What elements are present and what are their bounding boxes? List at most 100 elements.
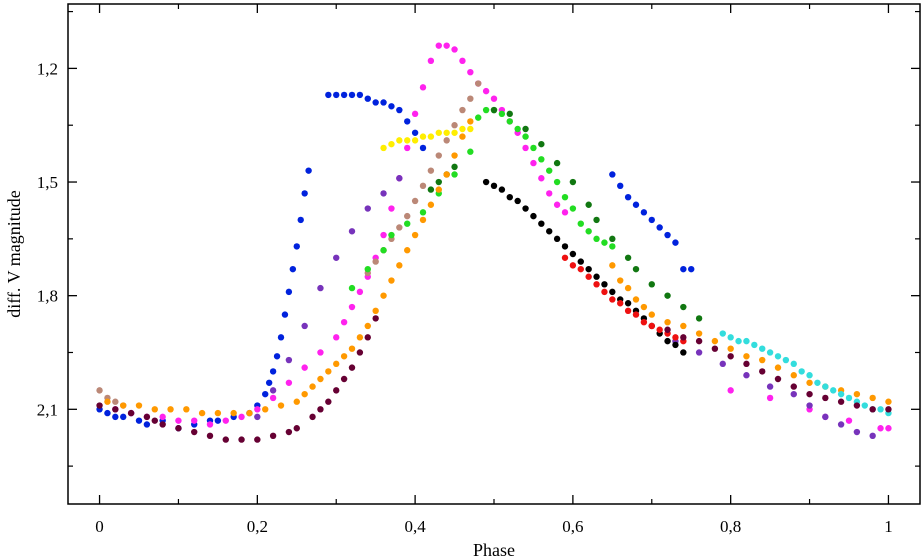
data-point [467,118,474,125]
data-point [640,303,648,311]
data-point [632,296,640,303]
data-point [419,216,427,224]
data-point [388,103,395,110]
data-point [317,349,324,356]
data-point [585,201,592,208]
data-point [238,413,245,421]
data-point [340,353,348,360]
series-10 [104,118,892,417]
data-point [798,368,805,375]
data-point [396,137,403,144]
data-point [277,402,285,409]
data-point [269,387,277,394]
data-point [325,398,332,405]
data-point [624,307,632,315]
data-point [301,390,308,398]
data-point [759,356,766,364]
data-point [451,46,458,53]
data-point [356,334,364,341]
data-point [577,220,584,227]
data-point [388,277,395,284]
data-point [766,349,774,356]
data-point [135,417,143,424]
data-point [143,421,151,428]
data-point [222,436,229,443]
data-point [265,379,273,386]
data-point [680,303,687,311]
data-point [285,379,293,386]
data-point [348,364,356,371]
data-point [451,152,458,159]
data-point [198,409,206,417]
data-point [333,91,340,99]
data-point [475,114,482,121]
data-point [617,300,624,307]
data-point [396,175,403,182]
y-axis-ticks: 1,2 1,5 1,8 2,1 [37,10,920,467]
data-point [640,209,648,216]
data-point [273,353,281,360]
data-point [206,421,214,428]
data-point [506,118,513,125]
data-point [269,432,277,440]
data-point [490,106,498,114]
data-point [743,353,750,360]
data-point [459,125,466,133]
data-point [569,250,577,258]
data-point [419,84,427,91]
data-point [104,398,111,405]
y-axis-title: diff. V magnitude [4,190,24,318]
data-point [127,409,135,417]
data-point [317,284,324,292]
data-point [561,193,569,201]
data-point [396,262,403,269]
data-point [885,425,892,432]
data-point [325,368,332,375]
data-point [522,133,529,140]
data-point [451,163,458,171]
data-point [348,284,356,292]
data-point [340,375,348,383]
data-point [656,326,663,333]
data-point [561,243,569,250]
data-point [285,428,293,436]
data-point [411,129,419,136]
data-point [585,265,592,273]
data-point [680,322,687,330]
data-point [522,125,529,133]
data-point [680,265,687,273]
data-point [419,133,427,140]
data-point [246,409,253,417]
data-point [814,379,821,386]
data-point [853,402,861,409]
series-8 [482,178,687,356]
data-point [522,205,529,212]
data-point [680,349,687,356]
series-4 [380,125,474,152]
data-point [632,201,640,208]
data-point [317,375,324,383]
data-point [427,133,435,140]
data-point [609,171,616,178]
data-point [648,322,655,330]
data-point [609,296,616,303]
data-point [869,432,876,440]
data-point [822,383,829,390]
data-point [877,425,884,432]
data-point [459,57,466,65]
data-point [624,284,632,292]
data-point [577,258,584,265]
data-point [680,334,687,341]
data-point [364,334,371,341]
data-point [885,398,892,405]
data-point [159,421,166,428]
data-point [617,182,624,190]
data-point [782,356,790,364]
data-point [672,341,679,349]
data-point [435,129,442,136]
data-point [191,417,198,424]
data-point [451,122,458,129]
data-point [774,364,782,371]
data-point [506,193,513,201]
data-point [553,235,561,243]
